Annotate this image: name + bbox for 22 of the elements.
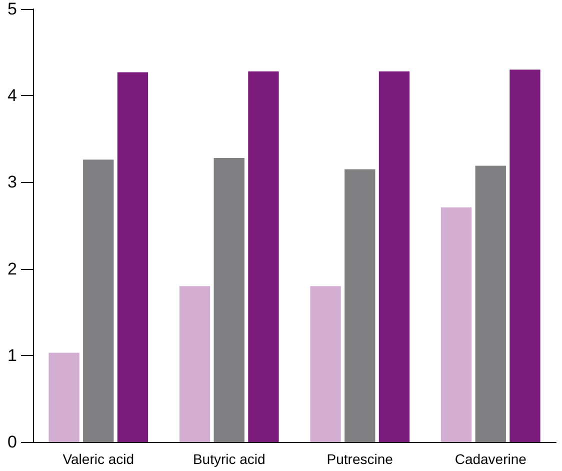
bar — [510, 70, 540, 442]
y-tick-label: 4 — [8, 86, 17, 106]
y-tick-label: 1 — [8, 346, 17, 365]
bar — [48, 352, 80, 442]
y-tick-label: 3 — [8, 172, 17, 192]
bar — [475, 166, 506, 442]
x-tick-label: Valeric acid — [62, 451, 134, 467]
bar — [83, 160, 114, 442]
bar — [117, 72, 148, 442]
bar — [378, 71, 410, 442]
bar — [344, 169, 376, 442]
x-tick-label: Cadaverine — [454, 451, 527, 467]
y-tick-label: 0 — [8, 432, 17, 452]
y-tick-label: 5 — [8, 0, 17, 18]
x-tick-label: Putrescine — [326, 451, 394, 467]
bar — [179, 286, 210, 442]
bar — [248, 71, 279, 442]
x-tick-label: Butyric acid — [192, 451, 266, 467]
bar — [310, 286, 341, 442]
bar — [440, 207, 472, 442]
y-tick-label: 2 — [8, 259, 17, 278]
bar — [214, 158, 244, 442]
